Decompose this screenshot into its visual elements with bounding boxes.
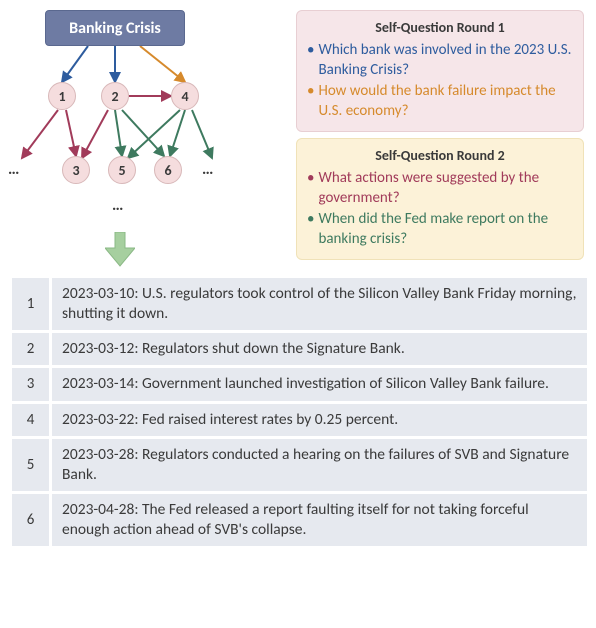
round-title: Self-Question Round 2 (307, 147, 573, 164)
row-text: 2023-03-14: Government launched investig… (52, 368, 587, 400)
question-round-1: Self-Question Round 1 •Which bank was in… (296, 10, 584, 132)
row-number: 6 (12, 494, 52, 546)
question-text: How would the bank failure impact the U.… (318, 81, 573, 122)
question-item: •Which bank was involved in the 2023 U.S… (307, 40, 573, 81)
question-text: Which bank was involved in the 2023 U.S.… (318, 40, 573, 81)
root-node: Banking Crisis (45, 10, 185, 46)
question-text: What actions were suggested by the gover… (318, 168, 573, 209)
question-round-2: Self-Question Round 2 •What actions were… (296, 138, 584, 260)
row-text: 2023-03-10: U.S. regulators took control… (52, 278, 587, 330)
ellipsis: … (112, 196, 123, 215)
row-text: 2023-03-12: Regulators shut down the Sig… (52, 333, 587, 365)
row-number: 4 (12, 404, 52, 436)
tree-node-6: 6 (154, 156, 182, 184)
tree-node-1: 1 (48, 82, 76, 110)
row-number: 2 (12, 333, 52, 365)
top-section: Banking Crisis 12 4 356 … … … Self-Question … (0, 0, 596, 272)
ellipsis: … (8, 160, 19, 179)
table-row: 32023-03-14: Government launched investi… (12, 368, 587, 403)
row-text: 2023-03-28: Regulators conducted a heari… (52, 439, 587, 491)
row-number: 3 (12, 368, 52, 400)
tree-node-3: 3 (62, 156, 90, 184)
table-row: 22023-03-12: Regulators shut down the Si… (12, 333, 587, 368)
table-row: 52023-03-28: Regulators conducted a hear… (12, 439, 587, 494)
table-row: 42023-03-22: Fed raised interest rates b… (12, 404, 587, 439)
question-text: When did the Fed make report on the bank… (318, 209, 573, 250)
table-row: 62023-04-28: The Fed released a report f… (12, 494, 587, 549)
tree-node-5: 5 (108, 156, 136, 184)
question-item: •When did the Fed make report on the ban… (307, 209, 573, 250)
round-title: Self-Question Round 1 (307, 19, 573, 36)
row-number: 5 (12, 439, 52, 491)
tree-node-2: 2 (101, 82, 129, 110)
table-row: 12023-03-10: U.S. regulators took contro… (12, 278, 587, 333)
question-item: •How would the bank failure impact the U… (307, 81, 573, 122)
arrow-down-icon (105, 232, 135, 268)
question-item: •What actions were suggested by the gove… (307, 168, 573, 209)
events-table: 12023-03-10: U.S. regulators took contro… (12, 278, 587, 549)
row-text: 2023-04-28: The Fed released a report fa… (52, 494, 587, 546)
row-number: 1 (12, 278, 52, 330)
row-text: 2023-03-22: Fed raised interest rates by… (52, 404, 587, 436)
ellipsis: … (202, 160, 213, 179)
tree-node-4: 4 (171, 82, 199, 110)
